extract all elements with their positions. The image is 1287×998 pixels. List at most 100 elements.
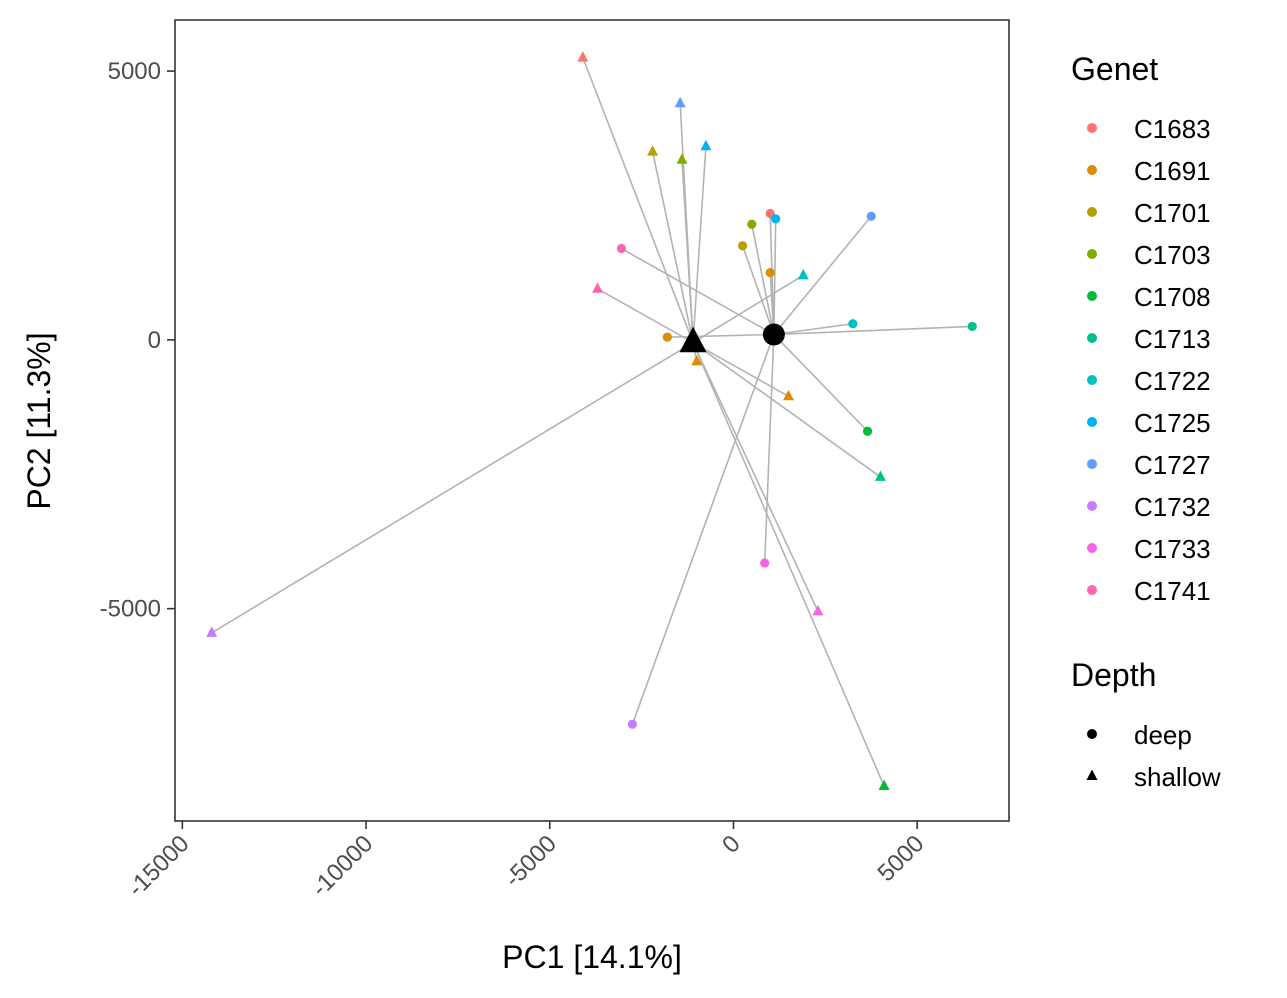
point-c1722-shallow: [797, 268, 809, 280]
legend-key-shallow: [1086, 769, 1098, 780]
legend-label-c1708: C1708: [1134, 282, 1211, 312]
legend-key-c1725: [1087, 417, 1097, 427]
x-axis-title: PC1 [14.1%]: [502, 939, 682, 975]
point-c1708-deep: [862, 426, 873, 436]
centroid-markers: [679, 323, 785, 353]
centroid-deep: [762, 323, 785, 346]
legend-label-c1725: C1725: [1134, 408, 1211, 438]
x-tick-label: -10000: [306, 830, 378, 902]
plot-border: [174, 19, 1010, 822]
centroid-segment: [763, 334, 775, 563]
legend-label-deep: deep: [1134, 720, 1192, 750]
genet-legend-items: C1683 C1691 C1701 C1703 C1708 C1713 C1722 C1725…: [1087, 114, 1211, 606]
point-c1701-deep: [738, 241, 748, 251]
legend-key-deep: [1087, 729, 1097, 739]
centroid-segment: [692, 342, 819, 612]
legend-key-c1691: [1087, 165, 1097, 175]
centroid-segment: [773, 215, 872, 335]
y-tick-label: 0: [148, 327, 161, 354]
data-points: [206, 51, 977, 791]
centroid-segment: [773, 325, 973, 336]
legend-label-c1733: C1733: [1134, 534, 1211, 564]
centroid-shallow: [679, 326, 707, 353]
plot-panel: [175, 20, 1009, 821]
centroid-segment: [692, 342, 885, 787]
centroid-segment: [773, 322, 853, 336]
centroid-segment: [751, 224, 775, 335]
centroid-segment: [597, 288, 694, 344]
x-axis: -15000 -10000 -5000 0 5000: [123, 821, 930, 902]
legend-key-c1708: [1087, 291, 1097, 301]
x-tick-label: -5000: [499, 830, 562, 893]
point-c1733-deep: [760, 558, 770, 568]
centroid-segment: [692, 274, 804, 344]
y-axis: -5000 0 5000: [100, 58, 175, 623]
legend-key-c1703: [1087, 249, 1097, 259]
legend-key-c1732: [1087, 501, 1097, 511]
legend-key-c1727: [1087, 459, 1097, 469]
point-c1725-deep: [771, 214, 781, 224]
centroid-segment: [741, 245, 775, 335]
y-axis-title: PC2 [11.3%]: [21, 332, 57, 509]
centroid-segment: [692, 341, 881, 478]
point-c1691-deep: [765, 268, 775, 278]
centroid-segment: [631, 334, 775, 725]
depth-legend-items: deep shallow: [1086, 720, 1221, 792]
legend-key-c1713: [1087, 333, 1097, 343]
legend-label-shallow: shallow: [1134, 762, 1221, 792]
legend-label-c1722: C1722: [1134, 366, 1211, 396]
legend-label-c1691: C1691: [1134, 156, 1211, 186]
point-c1741-shallow: [592, 282, 604, 293]
centroid-segment: [211, 341, 694, 634]
legend-label-c1732: C1732: [1134, 492, 1211, 522]
point-c1703-shallow: [676, 153, 688, 164]
centroid-segments: [211, 57, 973, 787]
legend: Genet C1683 C1691 C1701 C1703 C1708 C1713 C172…: [1071, 51, 1221, 792]
x-tick-label: 5000: [873, 830, 930, 887]
centroid-segment: [667, 333, 774, 338]
legend-key-c1741: [1087, 585, 1097, 595]
point-c1741-deep: [616, 243, 626, 254]
point-c1691-shallow: [783, 389, 795, 401]
legend-key-c1722: [1087, 375, 1097, 385]
y-tick-label: 5000: [108, 58, 161, 85]
point-c1691-deep: [662, 332, 672, 342]
point-c1708-shallow: [878, 779, 890, 791]
genet-legend-title: Genet: [1071, 51, 1158, 87]
point-c1722-deep: [848, 319, 858, 329]
point-c1727-deep: [866, 211, 876, 221]
x-tick-label: -15000: [123, 830, 195, 902]
point-c1733-shallow: [812, 604, 824, 616]
centroid-segment: [582, 57, 694, 343]
legend-label-c1703: C1703: [1134, 240, 1211, 270]
legend-label-c1701: C1701: [1134, 198, 1211, 228]
point-c1732-deep: [627, 719, 638, 729]
point-c1691-shallow: [691, 354, 703, 366]
legend-label-c1741: C1741: [1134, 576, 1211, 606]
centroid-segment: [773, 218, 777, 335]
depth-legend-title: Depth: [1071, 657, 1156, 693]
point-c1713-deep: [967, 321, 977, 332]
point-c1732-shallow: [206, 626, 218, 637]
legend-key-c1701: [1087, 207, 1097, 217]
centroid-segment: [651, 151, 694, 343]
legend-label-c1727: C1727: [1134, 450, 1211, 480]
point-c1703-deep: [747, 219, 757, 229]
legend-key-c1683: [1087, 123, 1097, 133]
centroid-segment: [773, 333, 869, 432]
x-tick-label: 0: [717, 830, 746, 859]
centroid-segment: [679, 103, 694, 343]
point-c1727-shallow: [674, 96, 686, 108]
legend-key-c1733: [1087, 543, 1097, 553]
legend-label-c1683: C1683: [1134, 114, 1211, 144]
point-c1701-shallow: [647, 145, 659, 156]
centroid-segment: [620, 247, 775, 336]
point-c1725-shallow: [700, 139, 712, 151]
legend-label-c1713: C1713: [1134, 324, 1211, 354]
point-c1713-shallow: [874, 470, 886, 481]
point-c1683-shallow: [577, 51, 589, 62]
centroid-segment: [692, 341, 789, 398]
y-tick-label: -5000: [100, 596, 161, 623]
centroid-segment: [692, 146, 707, 343]
